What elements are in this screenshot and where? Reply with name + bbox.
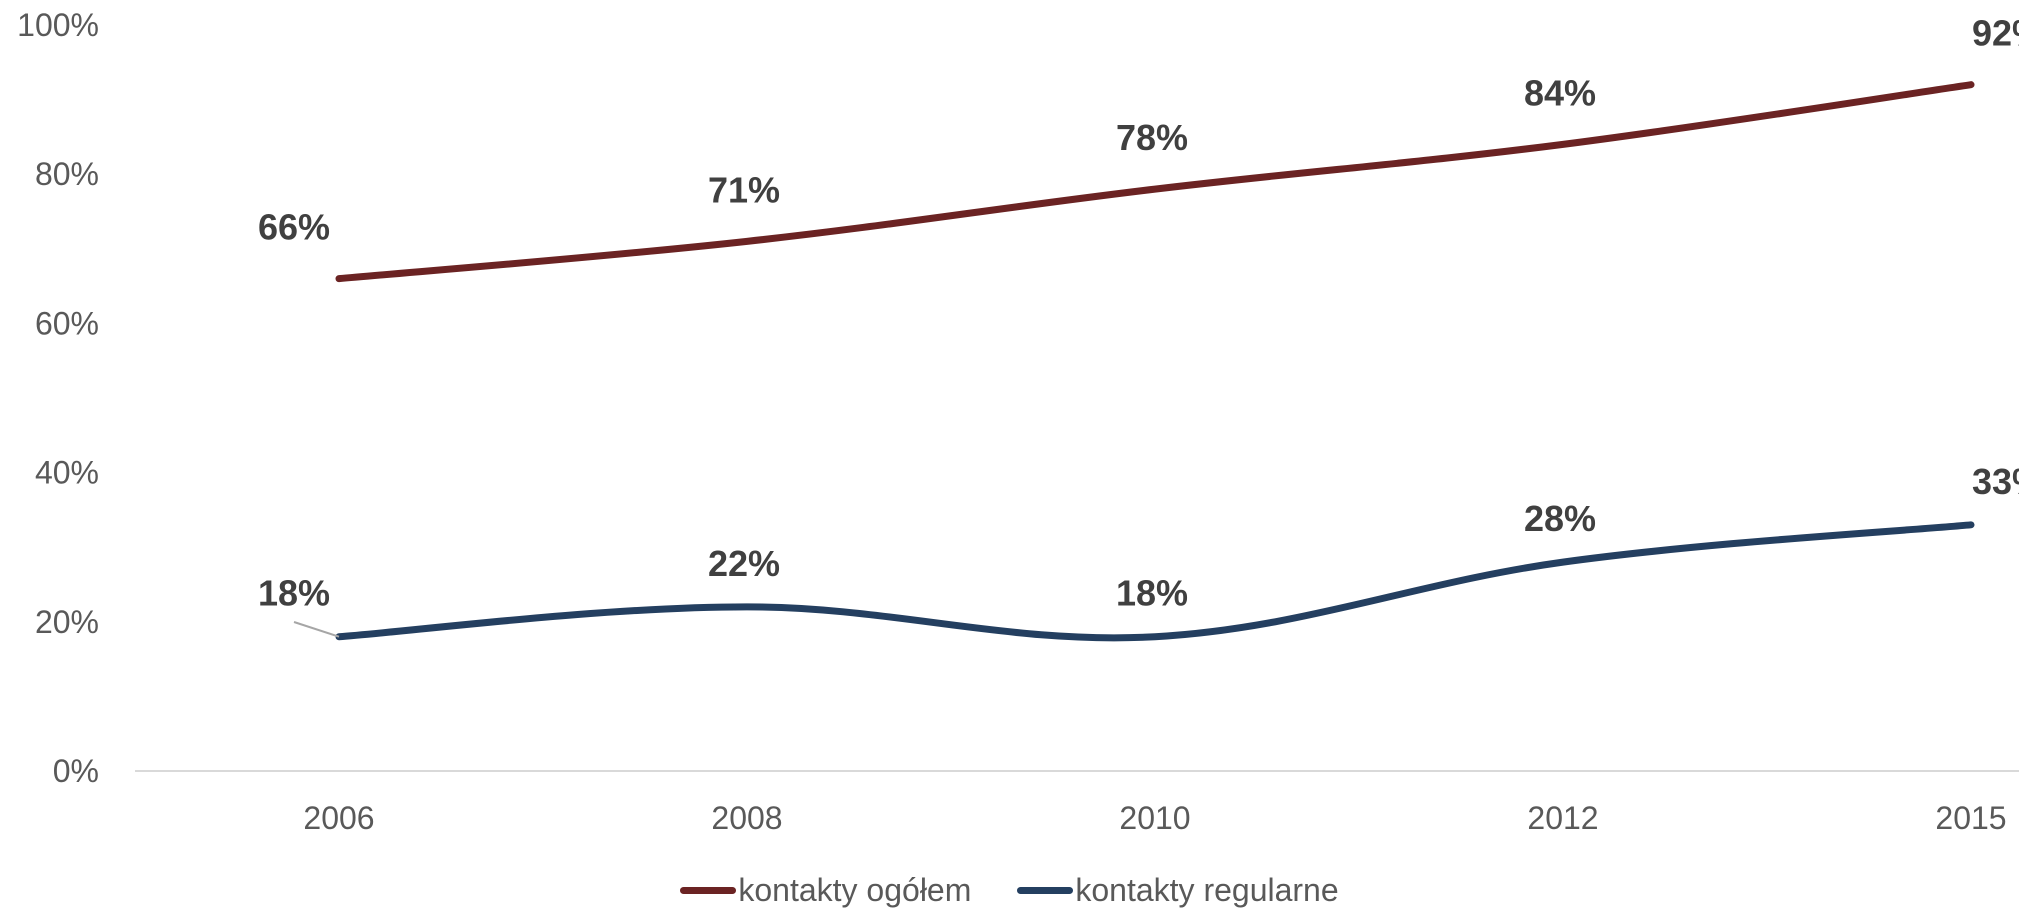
x-tick-label: 2012 [1527, 800, 1598, 836]
line-chart: 0%20%40%60%80%100% 2006 2008 2010 2012 2015 … [17, 7, 2019, 836]
data-label: 18% [1116, 573, 1188, 614]
y-tick-label: 0% [53, 753, 99, 789]
data-label: 84% [1524, 72, 1596, 113]
x-tick-label: 2008 [711, 800, 782, 836]
y-tick-label: 40% [35, 455, 99, 491]
legend-label: kontakty ogółem [738, 871, 972, 908]
data-label: 22% [708, 543, 780, 584]
series-line-kontakty-ogolem [335, 81, 1975, 283]
y-axis: 0% 20% 40% 60% 80% 100% [17, 7, 99, 789]
data-label: 92% [1972, 13, 2019, 54]
y-tick-label: 20% [35, 604, 99, 640]
y-tick-label: 100% [17, 7, 99, 43]
legend-label: kontakty regularne [1075, 871, 1339, 908]
data-label-leader-line [293, 621, 340, 638]
data-label: 33% [1972, 461, 2019, 502]
x-tick-label: 2015 [1935, 800, 2006, 836]
data-label: 18% [258, 573, 330, 614]
x-tick-label: 2010 [1119, 800, 1190, 836]
series-line-kontakty-regularne [335, 521, 1975, 642]
legend-swatch [1017, 886, 1074, 894]
legend-item-kontakty-regularne[interactable]: kontakty regularne [1017, 871, 1339, 909]
x-axis: 2006 2008 2010 2012 2015 [303, 800, 2006, 836]
data-label: 71% [708, 169, 780, 210]
data-label: 66% [258, 207, 330, 248]
legend: kontakty ogółem kontakty regularne [0, 866, 2019, 914]
y-tick-label: 60% [35, 305, 99, 341]
y-tick-label: 80% [35, 156, 99, 192]
x-tick-label: 2006 [303, 800, 374, 836]
data-label: 78% [1116, 117, 1188, 158]
data-label: 28% [1524, 498, 1596, 539]
data-labels: 66% 71% 78% 84% 92% 18% 22% 18% 28% 33% [258, 13, 2019, 638]
legend-item-kontakty-ogolem[interactable]: kontakty ogółem [680, 872, 971, 909]
series-layer [335, 81, 1975, 642]
legend-swatch [680, 886, 737, 894]
